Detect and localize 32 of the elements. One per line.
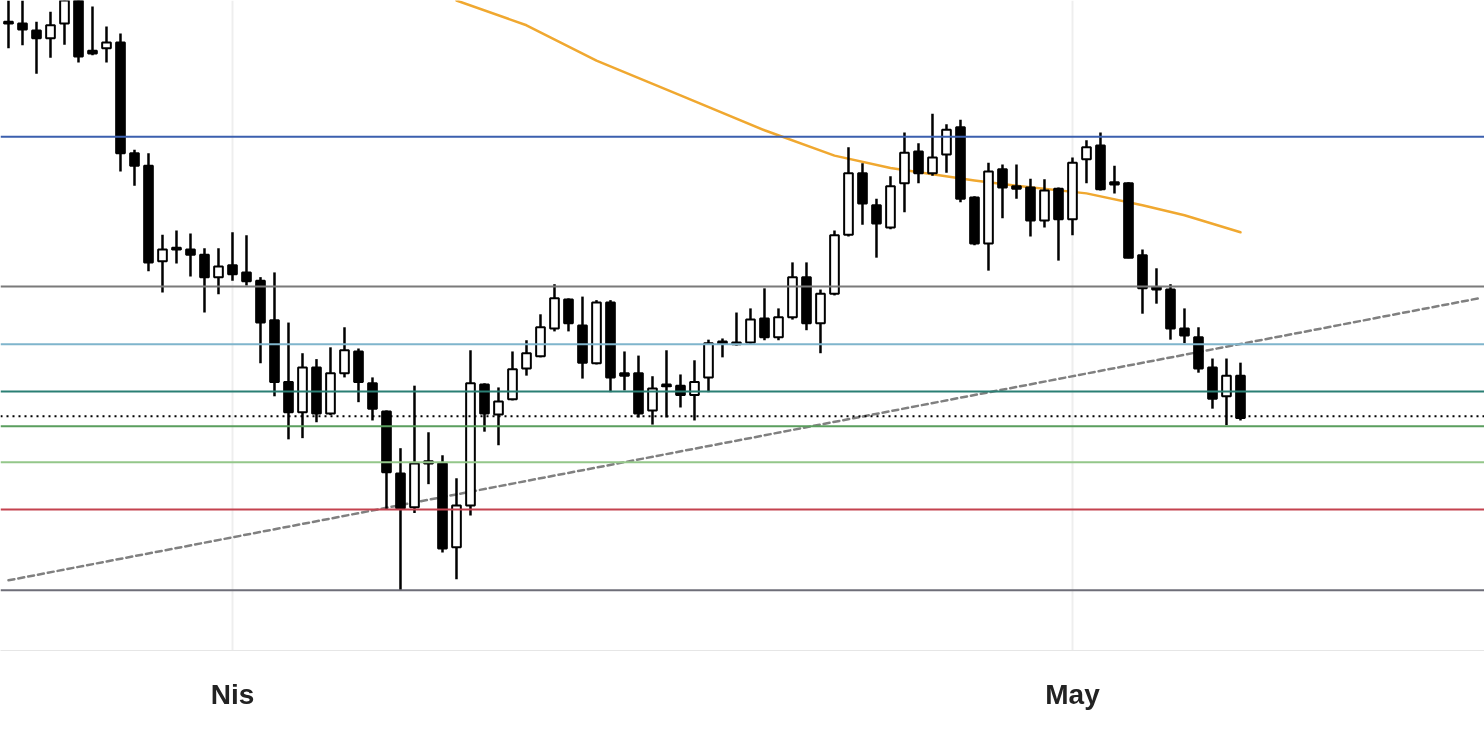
candlestick: [171, 229, 182, 265]
candlestick: [871, 197, 882, 259]
candlestick: [619, 350, 630, 392]
candlestick: [3, 0, 14, 50]
candlestick: [31, 20, 42, 75]
candlestick: [773, 307, 784, 342]
candlestick: [17, 0, 28, 47]
candlestick: [101, 25, 112, 64]
x-tick-label: Nis: [210, 678, 255, 710]
candlestick: [1179, 307, 1190, 345]
candlestick: [45, 10, 56, 59]
candlestick: [199, 246, 210, 314]
candlestick: [339, 326, 350, 379]
candlestick: [129, 148, 140, 187]
candlestick: [157, 233, 168, 294]
candlestick: [745, 307, 756, 346]
candlestick: [997, 163, 1008, 220]
candlestick: [59, 0, 70, 46]
candlestick: [759, 287, 770, 342]
candlestick: [927, 112, 938, 177]
candlestick: [1011, 163, 1022, 200]
candlestick: [563, 297, 574, 333]
candlestick: [185, 232, 196, 278]
candlestick: [1081, 139, 1092, 185]
candlestick: [1109, 164, 1120, 195]
candlestick: [521, 339, 532, 377]
candlestick: [213, 246, 224, 296]
candlestick: [227, 231, 238, 282]
x-tick-label: May: [1045, 678, 1101, 710]
candlestick: [241, 234, 252, 287]
candlestick: [87, 5, 98, 57]
candlestick: [913, 141, 924, 185]
